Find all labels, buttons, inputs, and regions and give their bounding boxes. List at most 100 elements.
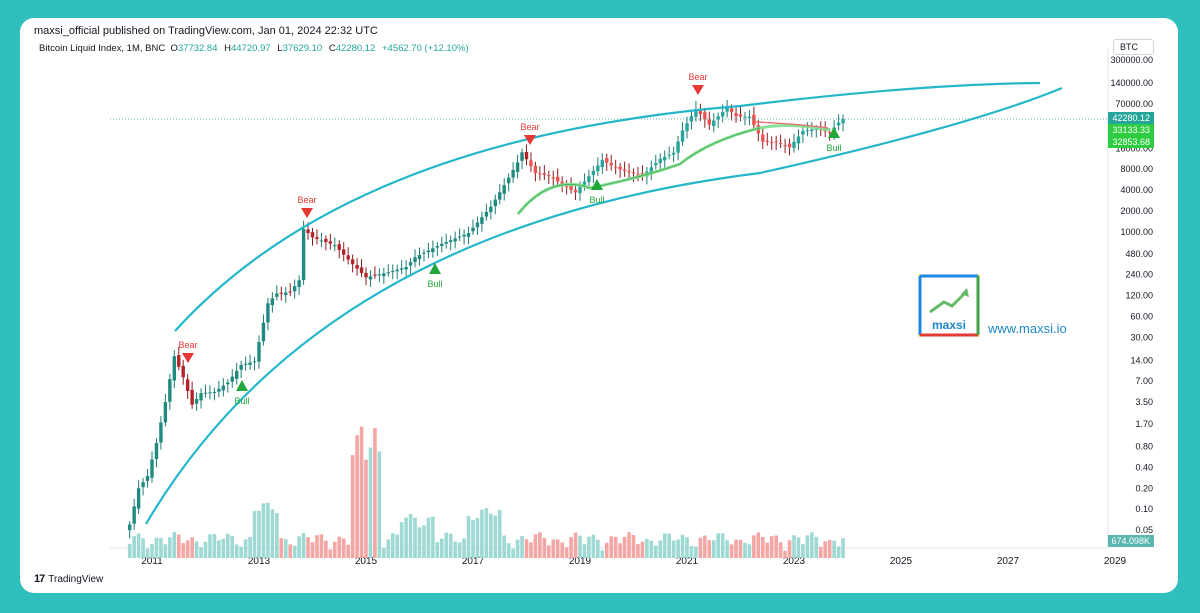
volume-bar xyxy=(417,527,422,558)
volume-bar xyxy=(292,545,297,558)
candle-body xyxy=(484,211,489,217)
y-tick-label: 0.05 xyxy=(1135,525,1153,535)
price-label-text: 32853.68 xyxy=(1112,137,1150,147)
candle-body xyxy=(827,132,832,134)
volume-bar xyxy=(373,428,377,558)
candle-body xyxy=(761,134,765,142)
price-label-box xyxy=(1108,124,1154,136)
candle-body xyxy=(698,110,703,115)
volume-bar xyxy=(212,534,217,558)
candle-body xyxy=(252,361,257,363)
volume-bar xyxy=(297,536,301,558)
volume-bar xyxy=(818,546,823,558)
volume-bar xyxy=(368,447,373,558)
symbol-name[interactable]: Bitcoin Liquid Index, 1M, BNC xyxy=(39,43,166,54)
volume-bar xyxy=(716,533,721,558)
volume-bar xyxy=(720,533,725,558)
volume-bar xyxy=(649,540,654,558)
candle-body xyxy=(243,363,248,365)
candle-body xyxy=(203,392,208,394)
volume-bar xyxy=(578,535,582,558)
candle-body xyxy=(707,119,711,125)
candle-body xyxy=(738,114,743,117)
volume-bar xyxy=(145,548,150,558)
candle-body xyxy=(208,392,212,394)
candle-body xyxy=(417,254,422,260)
candle-body xyxy=(591,170,596,176)
volume-bar xyxy=(680,534,685,558)
candle-body xyxy=(310,232,315,238)
candle-body xyxy=(765,141,769,143)
y-tick-label: 60.00 xyxy=(1130,311,1153,321)
candle-body xyxy=(230,376,234,382)
volume-bar xyxy=(422,525,426,558)
bull-label: Bull xyxy=(826,143,841,153)
volume-bar xyxy=(836,546,841,558)
volume-bar xyxy=(350,455,355,558)
candle-body xyxy=(475,222,480,228)
candle-body xyxy=(159,422,163,443)
volume-bar xyxy=(841,538,845,558)
y-tick-label: 2000.00 xyxy=(1120,206,1153,216)
volume-bar xyxy=(337,536,342,558)
candle-body xyxy=(752,114,756,126)
volume-bar xyxy=(266,502,270,558)
volume-bar xyxy=(431,516,435,558)
candle-body xyxy=(453,238,457,242)
volume-bar xyxy=(533,534,538,558)
tradingview-icon: 17 xyxy=(34,573,45,585)
volume-bar xyxy=(711,540,716,558)
volume-bar xyxy=(163,544,168,558)
candle-body xyxy=(720,112,725,117)
volume-bar xyxy=(471,519,475,558)
maxsi-url[interactable]: www.maxsi.io xyxy=(988,321,1067,336)
volume-bar xyxy=(694,546,698,558)
volume-bar xyxy=(154,537,159,558)
candle-body xyxy=(306,229,310,234)
volume-bar xyxy=(520,535,524,558)
volume-bar xyxy=(640,541,645,558)
volume-bar xyxy=(194,541,199,558)
candle-body xyxy=(716,116,720,120)
volume-bar xyxy=(168,537,172,558)
volume-bar xyxy=(399,522,404,558)
x-tick-label: 2011 xyxy=(141,556,163,567)
volume-bar xyxy=(159,538,163,558)
volume-bar xyxy=(319,534,324,558)
volume-bar xyxy=(230,535,235,558)
volume-bar xyxy=(676,539,680,558)
volume-bar xyxy=(542,537,547,558)
candle-body xyxy=(605,158,609,163)
bull-label: Bull xyxy=(234,396,249,406)
candle-body xyxy=(239,364,243,370)
candle-body xyxy=(725,107,729,112)
candle-body xyxy=(743,116,747,118)
candle-body xyxy=(257,342,261,362)
candle-body xyxy=(747,116,752,119)
candle-body xyxy=(805,130,810,132)
volume-bar xyxy=(569,537,573,558)
volume-bar xyxy=(515,539,520,558)
volume-bar xyxy=(560,542,564,558)
volume-bar xyxy=(493,515,498,558)
currency-selector[interactable]: BTC xyxy=(1113,39,1154,55)
volume-bar xyxy=(444,532,449,558)
volume-bar xyxy=(810,532,814,558)
candle-body xyxy=(560,181,564,185)
ma-line xyxy=(517,127,761,215)
candle-body xyxy=(266,303,270,323)
y-tick-label: 16000.00 xyxy=(1115,143,1153,153)
candle-body xyxy=(350,259,355,265)
high-label: H xyxy=(224,43,232,54)
x-tick-label: 2021 xyxy=(676,556,699,567)
tradingview-logo[interactable]: 17 TradingView xyxy=(34,573,103,585)
price-chart[interactable]: 300000.00 140000.00 70000.00 16000.00 8000.0… xyxy=(20,18,1178,593)
volume-bar xyxy=(257,510,261,558)
volume-bar xyxy=(199,547,203,558)
price-label-box xyxy=(1108,112,1154,124)
candle-body xyxy=(649,167,654,174)
candle-body xyxy=(493,199,497,207)
upper-channel-curve xyxy=(174,81,1041,332)
bear-marker-icon xyxy=(182,353,194,363)
candle-body xyxy=(226,382,230,385)
